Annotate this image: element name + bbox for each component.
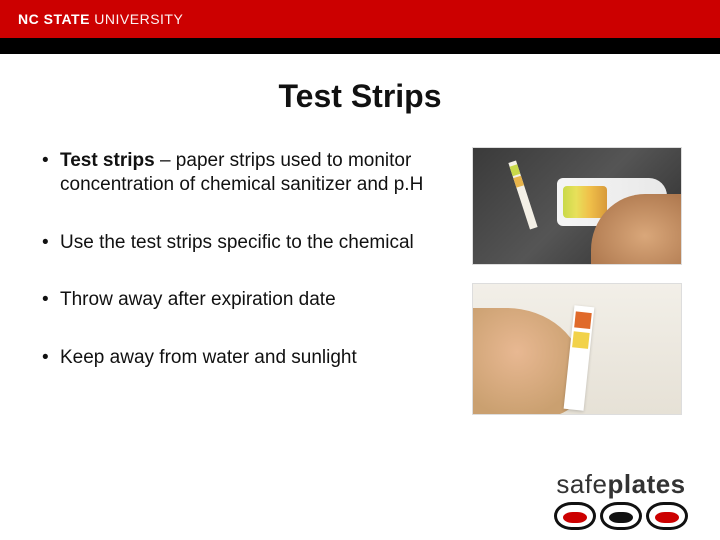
list-item: Keep away from water and sunlight	[38, 346, 454, 370]
image-column	[472, 143, 682, 415]
header-bar: NC STATE UNIVERSITY	[0, 0, 720, 38]
body-row: Test strips – paper strips used to monit…	[38, 143, 682, 415]
logo-word-plates: plates	[608, 469, 686, 499]
test-strip-hand-photo	[472, 283, 682, 415]
bullet-text: Keep away from water and sunlight	[60, 347, 357, 368]
strip-shape	[508, 160, 537, 229]
list-item: Throw away after expiration date	[38, 288, 454, 312]
brand-bold: NC STATE	[18, 11, 90, 27]
list-item: Use the test strips specific to the chem…	[38, 231, 454, 255]
page-title: Test Strips	[38, 78, 682, 115]
pad-yellow	[572, 331, 590, 349]
plate-icon	[600, 502, 642, 530]
list-item: Test strips – paper strips used to monit…	[38, 149, 454, 197]
bullet-text: Throw away after expiration date	[60, 289, 336, 310]
bullet-text: Use the test strips specific to the chem…	[60, 232, 414, 253]
pad-orange	[574, 311, 592, 329]
plate-icon	[646, 502, 688, 530]
logo-text: safeplates	[554, 469, 688, 500]
test-strip-bottle-photo	[472, 147, 682, 265]
strip2-shape	[564, 305, 595, 411]
brand-label: NC STATE UNIVERSITY	[18, 11, 183, 27]
logo-plates-row	[554, 502, 688, 530]
plate-icon	[554, 502, 596, 530]
header-black-strip	[0, 38, 720, 54]
bullet-lead: Test strips	[60, 150, 155, 171]
logo-word-safe: safe	[556, 469, 607, 499]
slide-content: Test Strips Test strips – paper strips u…	[0, 54, 720, 540]
brand-light: UNIVERSITY	[90, 11, 183, 27]
safeplates-logo: safeplates	[554, 469, 688, 530]
bullet-list: Test strips – paper strips used to monit…	[38, 143, 454, 415]
